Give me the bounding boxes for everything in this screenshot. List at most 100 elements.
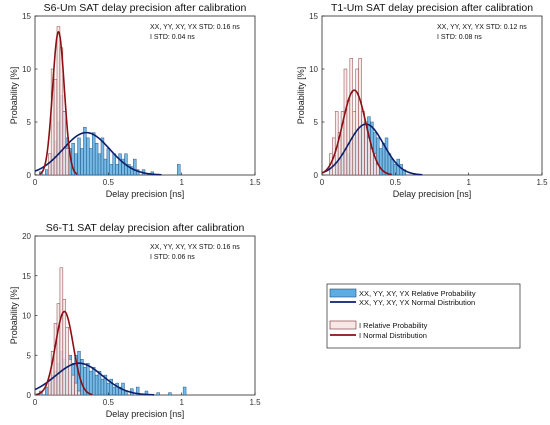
y-tick-label: 15 <box>309 12 318 21</box>
bar <box>71 374 75 396</box>
legend-frame <box>326 283 521 349</box>
std-annotation: XX, YY, XY, YX STD: 0.12 ns <box>437 24 527 31</box>
bar <box>168 392 172 396</box>
bar <box>133 158 137 176</box>
std-annotation: I STD: 0.08 ns <box>437 34 482 41</box>
bar <box>135 386 140 396</box>
x-axis-label: Delay precision [ns] <box>393 189 472 199</box>
bar <box>349 58 354 176</box>
bar <box>352 111 356 176</box>
bar <box>182 386 187 396</box>
x-tick-label: 1 <box>466 178 471 187</box>
bar <box>86 362 90 396</box>
y-tick-label: 5 <box>27 351 32 360</box>
bar <box>156 392 160 396</box>
bar <box>77 390 81 396</box>
normal-curve-2 <box>36 310 93 396</box>
legend-label: I Relative Probability <box>359 321 428 330</box>
bar <box>112 386 116 396</box>
bar <box>109 164 113 176</box>
bar <box>100 378 105 396</box>
bar <box>62 111 67 176</box>
bar-series-2 <box>329 58 380 176</box>
bar <box>91 366 96 396</box>
normal-curve-1 <box>34 362 155 396</box>
bar <box>346 100 351 176</box>
legend-swatch <box>329 320 357 330</box>
bar <box>65 327 69 396</box>
bar <box>115 382 119 396</box>
y-tick-label: 5 <box>314 118 319 127</box>
bar <box>355 68 359 176</box>
x-tick-label: 0 <box>33 178 38 187</box>
y-axis-label: Probability [%] <box>9 287 19 345</box>
normal-curve-2 <box>321 89 392 176</box>
chart-panel-3: 0 0.5 1 1.5 0 5 10 15 20 S6-T1 SAT delay precisio… <box>9 222 261 419</box>
bar <box>56 303 61 396</box>
x-tick-label: 1 <box>179 398 184 407</box>
bar <box>47 153 52 176</box>
axis-ticks: 0 0.5 1 1.5 0 5 10 15 <box>22 12 261 187</box>
x-axis-label: Delay precision [ns] <box>106 189 185 199</box>
bar <box>94 374 99 396</box>
bar <box>378 148 383 176</box>
std-annotation: XX, YY, XY, YX STD: 0.16 ns <box>150 24 240 31</box>
y-tick-label: 10 <box>22 65 31 74</box>
bar <box>77 137 81 176</box>
bar-series-2 <box>47 26 69 176</box>
bar <box>86 137 90 176</box>
x-tick-label: 0.5 <box>390 178 402 187</box>
bar <box>112 153 116 176</box>
y-tick-label: 20 <box>22 232 31 241</box>
bar <box>118 153 122 176</box>
legend-entry-2: XX, YY, XY, YX Normal Distribution <box>330 298 475 307</box>
x-tick-label: 0 <box>33 398 38 407</box>
legend-entry-1: XX, YY, XY, YX Relative Probability <box>329 288 476 298</box>
y-tick-label: 5 <box>27 118 32 127</box>
x-tick-label: 0 <box>320 178 325 187</box>
std-annotation: XX, YY, XY, YX STD: 0.16 ns <box>150 244 240 251</box>
axis-ticks: 0 0.5 1 1.5 0 5 10 15 <box>309 12 548 187</box>
bar <box>80 148 84 176</box>
chart-panel-1: 0 0.5 1 1.5 0 5 10 15 S6-Um SAT delay precision … <box>9 2 261 199</box>
x-tick-label: 1.5 <box>249 178 261 187</box>
bar <box>83 127 87 176</box>
normal-curve-1 <box>321 123 423 176</box>
x-tick-label: 1.5 <box>536 178 548 187</box>
std-annotation: I STD: 0.04 ns <box>150 34 195 41</box>
bar <box>74 382 78 396</box>
bar <box>94 142 99 176</box>
bar <box>89 370 93 396</box>
bar <box>361 111 365 176</box>
bar <box>358 58 362 176</box>
bar <box>89 148 93 176</box>
normal-curve-2 <box>39 30 78 175</box>
bar <box>59 267 64 396</box>
bar <box>100 137 105 176</box>
axis-ticks: 0 0.5 1 1.5 0 5 10 15 20 <box>22 232 261 407</box>
y-axis-label: Probability [%] <box>9 67 19 125</box>
bar <box>103 158 108 176</box>
y-tick-label: 10 <box>22 312 31 321</box>
legend-entry-3: I Relative Probability <box>329 320 428 330</box>
y-tick-label: 15 <box>22 272 31 281</box>
y-tick-label: 0 <box>314 171 319 180</box>
legend-swatch <box>329 288 357 298</box>
x-tick-label: 1 <box>179 178 184 187</box>
legend-label: XX, YY, XY, YX Relative Probability <box>359 289 476 298</box>
bar <box>45 386 49 396</box>
x-tick-label: 1.5 <box>249 398 261 407</box>
bar <box>65 148 69 176</box>
bar <box>80 359 84 396</box>
legend-label: XX, YY, XY, YX Normal Distribution <box>359 298 475 307</box>
bar <box>45 169 49 176</box>
x-tick-label: 0.5 <box>103 178 115 187</box>
y-axis-label: Probability [%] <box>296 67 306 125</box>
y-tick-label: 0 <box>27 391 32 400</box>
chart-title: T1-Um SAT delay precision after calibrat… <box>331 2 533 14</box>
bar <box>115 164 119 176</box>
x-axis-label: Delay precision [ns] <box>106 409 185 419</box>
